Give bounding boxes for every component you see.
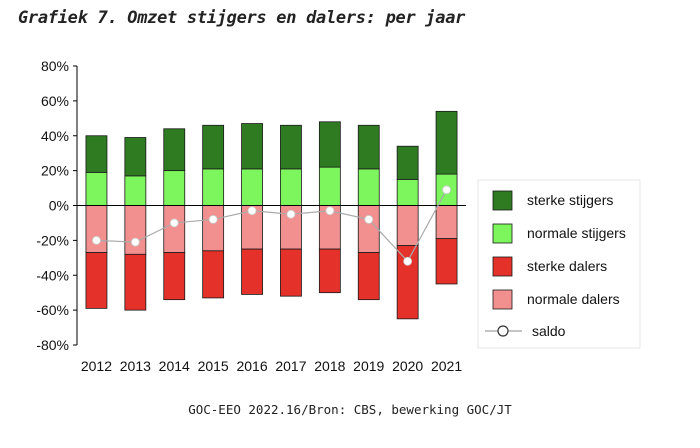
saldo-point-2018 (325, 206, 335, 216)
x-tick-label-2018: 2018 (314, 358, 345, 374)
bar-sterke-dalers-2014 (163, 252, 186, 301)
bar-sterke-dalers-2016 (241, 248, 263, 295)
saldo-point-2013 (130, 237, 140, 247)
bar-normale-dalers-2021 (435, 205, 458, 240)
bar-normale-stijgers-2019 (357, 168, 380, 206)
chart-source: GOC-EEO 2022.16/Bron: CBS, bewerking GOC… (188, 402, 512, 417)
saldo-point-2012 (92, 235, 101, 245)
saldo-point-2019 (364, 215, 374, 224)
bar-sterke-dalers-2018 (318, 248, 341, 294)
saldo-point-2017 (286, 209, 296, 219)
y-tick-label: 80% (41, 58, 69, 74)
x-tick-label-2021: 2021 (431, 358, 462, 374)
legend-swatch-sterke-stijgers (492, 190, 513, 211)
bar-sterke-stijgers-2019 (357, 124, 380, 170)
legend-saldo-marker (497, 325, 509, 337)
bar-sterke-stijgers-2021 (435, 110, 458, 175)
saldo-point-2020 (403, 256, 413, 266)
bar-normale-stijgers-2012 (85, 171, 108, 206)
bar-normale-dalers-2013 (124, 205, 147, 255)
bar-sterke-stijgers-2015 (202, 124, 225, 170)
bar-sterke-stijgers-2013 (124, 137, 147, 177)
legend-label-normale-stijgers: normale stijgers (527, 225, 626, 241)
bar-sterke-dalers-2021 (435, 238, 458, 285)
bar-normale-stijgers-2015 (202, 168, 225, 206)
y-tick-label: -80% (36, 337, 69, 353)
y-tick-label: 20% (41, 163, 69, 179)
saldo-layer (92, 185, 451, 266)
bars-layer (85, 110, 458, 320)
x-tick-label-2017: 2017 (275, 358, 306, 374)
saldo-point-2021 (442, 185, 451, 195)
bar-normale-dalers-2020 (396, 205, 419, 247)
x-tick-label-2019: 2019 (353, 358, 384, 374)
bar-sterke-stijgers-2018 (318, 121, 341, 168)
bar-sterke-stijgers-2012 (85, 135, 108, 173)
bar-normale-stijgers-2018 (318, 166, 341, 206)
x-tick-label-2020: 2020 (392, 358, 423, 374)
x-tick-label-2015: 2015 (198, 358, 229, 374)
bar-normale-dalers-2012 (85, 205, 108, 253)
saldo-point-2014 (169, 218, 179, 228)
bar-normale-stijgers-2020 (396, 178, 419, 206)
bar-normale-dalers-2014 (163, 205, 186, 253)
y-tick-label: 60% (41, 93, 69, 109)
bar-normale-dalers-2019 (357, 205, 380, 253)
legend-label-sterke-stijgers: sterke stijgers (527, 192, 613, 208)
y-tick-label: -60% (36, 302, 69, 318)
legend-swatch-normale-dalers (492, 289, 513, 310)
bar-sterke-stijgers-2017 (280, 124, 302, 170)
legend-swatch-normale-stijgers (492, 223, 513, 244)
y-tick-label: -40% (36, 267, 69, 283)
legend-label-normale-dalers: normale dalers (527, 291, 620, 307)
y-tick-label: 40% (41, 128, 69, 144)
x-tick-label-2012: 2012 (81, 358, 112, 374)
axes-layer: 2012 2013 2014 2015 2016 2017 2018 2019 2020 2021… (36, 58, 466, 374)
bar-sterke-dalers-2013 (124, 253, 147, 311)
bar-sterke-dalers-2012 (85, 252, 108, 309)
bar-normale-stijgers-2016 (241, 168, 263, 206)
legend-swatch-sterke-dalers (492, 256, 513, 277)
bar-sterke-dalers-2020 (396, 245, 419, 320)
legend-label-sterke-dalers: sterke dalers (527, 258, 607, 274)
legend-entries: sterke stijgers normale stijgers sterke da… (485, 190, 626, 339)
bar-sterke-stijgers-2016 (241, 123, 263, 170)
legend-label-saldo: saldo (532, 323, 566, 339)
bar-normale-stijgers-2017 (280, 168, 302, 206)
chart-title: Grafiek 7. Omzet stijgers en dalers: per… (18, 8, 466, 28)
saldo-point-2016 (247, 206, 257, 216)
bar-sterke-stijgers-2014 (163, 128, 186, 172)
bar-sterke-dalers-2019 (357, 252, 380, 301)
y-tick-label: -20% (36, 232, 69, 248)
bar-sterke-stijgers-2020 (396, 145, 419, 180)
y-tick-label: 0% (49, 198, 69, 214)
x-tick-label-2013: 2013 (120, 358, 151, 374)
bar-sterke-dalers-2015 (202, 250, 225, 299)
bar-sterke-dalers-2017 (280, 248, 302, 297)
bar-normale-stijgers-2013 (124, 175, 147, 206)
bar-normale-stijgers-2014 (163, 170, 186, 206)
bar-normale-dalers-2015 (202, 205, 225, 252)
x-tick-label-2016: 2016 (236, 358, 267, 374)
saldo-point-2015 (208, 215, 218, 224)
saldo-line (96, 189, 448, 263)
x-tick-label-2014: 2014 (159, 358, 190, 374)
